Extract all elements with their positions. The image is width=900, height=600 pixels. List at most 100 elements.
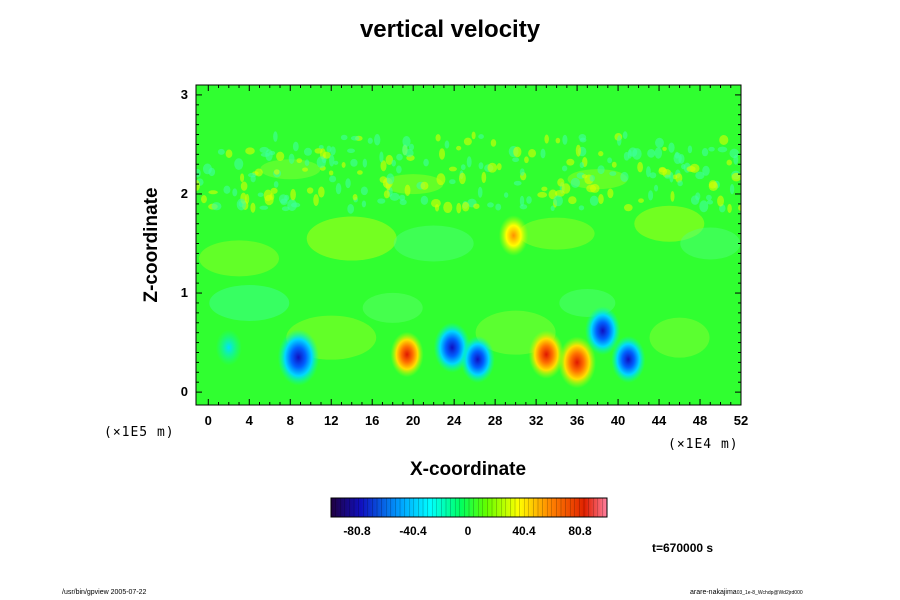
speckle: [544, 134, 549, 144]
speckle: [658, 166, 666, 173]
speckle: [423, 158, 429, 167]
texture-patch: [306, 216, 397, 261]
speckle: [562, 134, 568, 145]
speckle: [211, 202, 222, 211]
speckle: [357, 170, 363, 175]
speckle: [420, 181, 429, 190]
y-tick-label: 1: [180, 285, 188, 301]
speckle: [519, 195, 525, 207]
updraft-cell: [498, 215, 529, 256]
colorbar-tick-label: -80.8: [343, 524, 371, 538]
downdraft-cell: [215, 329, 242, 366]
speckle: [611, 161, 617, 168]
speckle: [557, 178, 565, 187]
speckle: [208, 167, 216, 177]
speckle: [290, 188, 296, 201]
speckle: [471, 131, 476, 140]
speckle: [490, 139, 497, 147]
x-tick-label: 52: [733, 413, 749, 428]
texture-patch: [649, 317, 710, 358]
speckle: [654, 147, 663, 159]
speckle: [208, 190, 218, 195]
speckle: [352, 194, 358, 201]
speckle: [250, 202, 256, 213]
speckle: [396, 165, 402, 174]
speckle: [273, 131, 278, 142]
speckle: [347, 148, 355, 154]
speckle: [524, 156, 529, 164]
downdraft-cell: [460, 335, 495, 383]
speckle: [196, 180, 200, 191]
speckle: [436, 173, 446, 186]
speckle: [234, 158, 244, 170]
speckle: [566, 158, 575, 166]
speckle: [726, 159, 732, 166]
speckle: [404, 184, 411, 196]
speckle: [512, 157, 520, 163]
speckle: [708, 146, 715, 152]
speckle: [276, 151, 285, 161]
speckle: [288, 153, 295, 164]
speckle: [200, 195, 207, 204]
speckle: [717, 195, 724, 207]
texture-patch: [634, 205, 705, 242]
speckle: [326, 145, 332, 153]
speckle: [269, 193, 275, 201]
speckle: [686, 165, 696, 172]
speckle: [367, 137, 373, 144]
speckle: [273, 169, 280, 175]
x-tick-label: 24: [446, 413, 462, 428]
speckle: [257, 192, 264, 197]
texture-patch: [383, 174, 444, 195]
speckle: [550, 205, 555, 211]
speckle: [729, 148, 739, 159]
speckle: [245, 147, 255, 155]
speckle: [702, 165, 710, 176]
speckle: [435, 134, 441, 142]
speckle: [223, 185, 231, 194]
footer-author: arare-nakajima03_1e-8_Wchdp@Wd2jrd000: [690, 589, 803, 596]
speckle: [350, 158, 358, 167]
colorbar-tick-label: 40.4: [512, 524, 536, 538]
texture-patch: [209, 284, 290, 321]
speckle: [638, 198, 644, 203]
speckle: [456, 202, 462, 214]
speckle: [706, 199, 714, 205]
speckle: [377, 198, 386, 204]
speckle: [399, 194, 406, 201]
speckle: [391, 159, 396, 167]
speckle: [330, 146, 336, 156]
speckle: [598, 193, 604, 205]
speckle: [296, 158, 303, 164]
speckle: [708, 180, 717, 189]
speckle: [290, 202, 301, 208]
speckle: [672, 174, 678, 180]
speckle: [579, 161, 585, 169]
x-tick-label: 20: [405, 413, 421, 428]
speckle: [701, 147, 709, 157]
speckle: [607, 188, 614, 199]
speckle: [318, 186, 325, 198]
speckle: [729, 184, 735, 195]
speckle: [278, 194, 288, 204]
speckle: [487, 162, 498, 173]
speckle: [247, 172, 257, 178]
speckle: [236, 198, 246, 211]
speckle: [487, 202, 494, 208]
speckle: [329, 175, 337, 183]
speckle: [495, 203, 502, 211]
x-tick-label: 8: [286, 413, 294, 428]
speckle: [383, 190, 390, 199]
speckle: [653, 184, 659, 192]
speckle: [561, 183, 571, 194]
speckle: [350, 135, 360, 141]
speckle: [668, 142, 675, 153]
updraft-cell: [390, 331, 424, 378]
speckle: [340, 134, 348, 141]
speckle: [333, 160, 339, 165]
speckle: [448, 166, 457, 172]
colorbar-tick-label: -40.4: [399, 524, 427, 538]
downdraft-cell: [611, 335, 646, 383]
speckle: [362, 158, 368, 168]
